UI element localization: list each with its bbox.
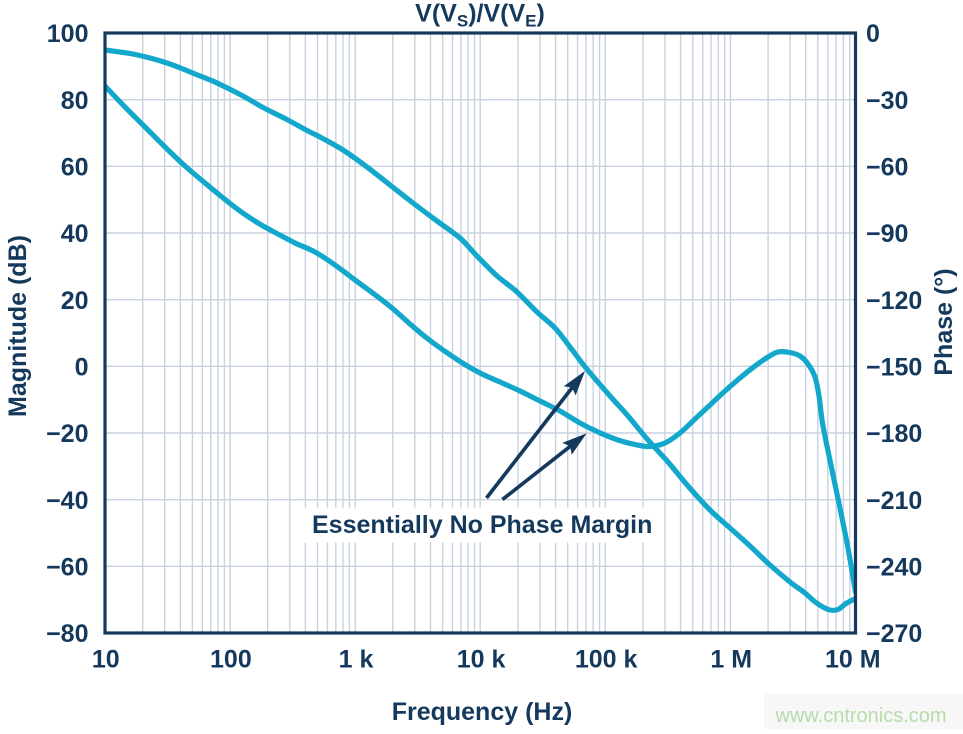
- svg-text:10: 10: [92, 645, 120, 673]
- svg-text:100: 100: [210, 645, 252, 673]
- svg-text:www.cntronics.com: www.cntronics.com: [774, 705, 946, 727]
- svg-text:−120: −120: [866, 287, 922, 315]
- svg-text:−60: −60: [866, 154, 908, 182]
- svg-text:−80: −80: [46, 620, 88, 648]
- svg-text:1 k: 1 k: [339, 645, 374, 673]
- svg-text:−180: −180: [866, 420, 922, 448]
- svg-text:V(VS)/V(VE): V(VS)/V(VE): [415, 0, 545, 31]
- svg-text:−20: −20: [46, 420, 88, 448]
- svg-text:100 k: 100 k: [575, 645, 638, 673]
- svg-text:−30: −30: [866, 87, 908, 115]
- svg-text:40: 40: [61, 220, 89, 248]
- svg-text:−270: −270: [866, 620, 922, 648]
- svg-text:Frequency (Hz): Frequency (Hz): [392, 698, 573, 726]
- svg-text:20: 20: [61, 287, 89, 315]
- svg-text:−90: −90: [866, 220, 908, 248]
- svg-text:60: 60: [61, 154, 89, 182]
- svg-text:100: 100: [47, 20, 89, 48]
- svg-text:0: 0: [75, 354, 89, 382]
- svg-text:Essentially No Phase Margin: Essentially No Phase Margin: [312, 511, 652, 539]
- svg-text:−210: −210: [866, 487, 922, 515]
- svg-text:80: 80: [61, 87, 89, 115]
- svg-text:Phase (°): Phase (°): [930, 268, 958, 375]
- svg-text:−60: −60: [46, 554, 88, 582]
- svg-text:0: 0: [866, 20, 880, 48]
- svg-text:10 k: 10 k: [457, 645, 506, 673]
- svg-text:−240: −240: [866, 554, 922, 582]
- svg-text:10 M: 10 M: [825, 645, 881, 673]
- svg-text:−150: −150: [866, 354, 922, 382]
- svg-text:−40: −40: [46, 487, 88, 515]
- svg-text:Magnitude (dB): Magnitude (dB): [4, 235, 32, 417]
- svg-text:1 M: 1 M: [710, 645, 752, 673]
